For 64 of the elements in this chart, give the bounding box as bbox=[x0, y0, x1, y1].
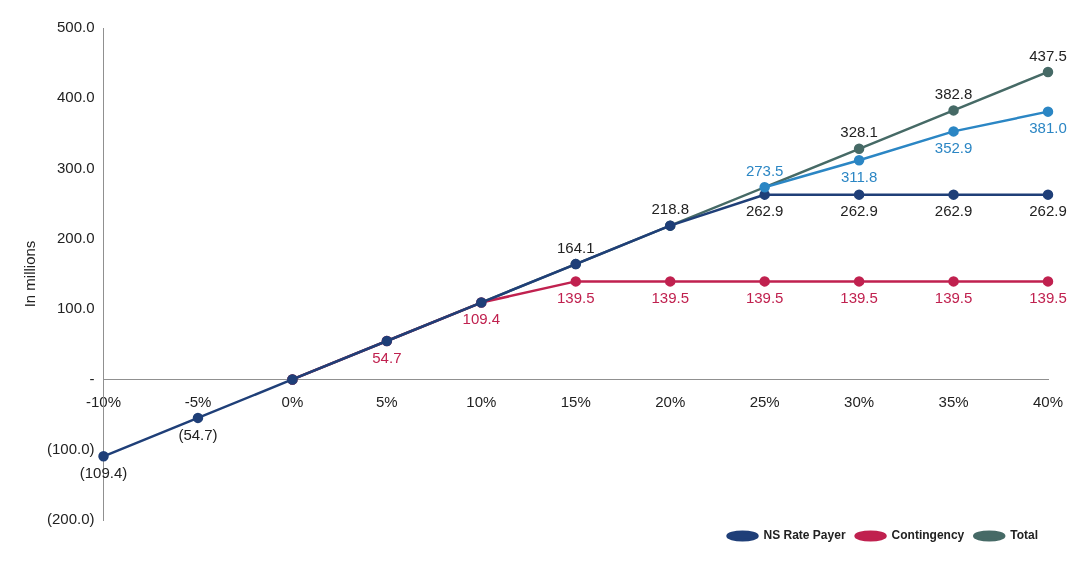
data-label: 381.0 bbox=[1029, 119, 1067, 137]
data-label: 139.5 bbox=[556, 289, 595, 307]
data-label: 139.5 bbox=[1029, 289, 1067, 307]
data-label: 262.9 bbox=[840, 202, 878, 220]
x-tick-label: 40% bbox=[1032, 392, 1064, 410]
data-label: (54.7) bbox=[178, 425, 218, 443]
point bbox=[853, 155, 865, 166]
data-label: 139.5 bbox=[745, 289, 784, 307]
point bbox=[759, 276, 770, 287]
point bbox=[1042, 66, 1054, 78]
data-label: 139.5 bbox=[840, 289, 878, 307]
data-label: 164.1 bbox=[556, 238, 595, 256]
data-label: 218.8 bbox=[651, 200, 689, 218]
data-label: 54.7 bbox=[372, 348, 402, 366]
data-label: 311.8 bbox=[840, 167, 878, 185]
point bbox=[948, 105, 959, 116]
data-label: 262.9 bbox=[934, 202, 973, 220]
point bbox=[853, 276, 865, 287]
data-label: 352.9 bbox=[934, 139, 973, 157]
legend-label: Total bbox=[1010, 528, 1039, 543]
x-tick-label: 10% bbox=[466, 392, 497, 410]
x-tick-label: 5% bbox=[376, 392, 398, 410]
point bbox=[1042, 276, 1054, 287]
point bbox=[948, 126, 959, 137]
x-tick-label: -5% bbox=[184, 392, 212, 410]
x-tick-label: -10% bbox=[86, 392, 122, 410]
data-label: 273.5 bbox=[745, 161, 784, 179]
point bbox=[948, 276, 959, 287]
point bbox=[192, 412, 204, 424]
data-label: 262.9 bbox=[1029, 202, 1067, 220]
point bbox=[98, 451, 109, 462]
data-label: 139.5 bbox=[651, 289, 689, 307]
y-axis-title: In millions bbox=[21, 240, 39, 308]
y-tick-label: 500.0 bbox=[56, 18, 95, 36]
point bbox=[664, 276, 676, 287]
y-tick-label: 400.0 bbox=[56, 88, 95, 106]
legend-label: Contingency bbox=[891, 528, 965, 543]
data-label: 382.8 bbox=[934, 85, 973, 103]
point bbox=[570, 276, 582, 287]
y-tick-label: 200.0 bbox=[56, 229, 95, 246]
y-tick-label: 300.0 bbox=[56, 158, 95, 176]
x-tick-label: 25% bbox=[749, 392, 780, 410]
point bbox=[853, 143, 865, 155]
data-label: 262.9 bbox=[745, 202, 784, 220]
x-tick-label: 0% bbox=[281, 392, 304, 410]
y-tick-label: (200.0) bbox=[47, 510, 95, 528]
data-label: 109.4 bbox=[462, 310, 501, 328]
point bbox=[853, 189, 865, 200]
x-tick-label: 20% bbox=[655, 392, 686, 410]
legend-label: NS Rate Payer bbox=[763, 528, 846, 543]
point bbox=[1042, 106, 1054, 117]
data-label: 328.1 bbox=[840, 123, 878, 141]
point bbox=[759, 181, 770, 193]
data-label: 437.5 bbox=[1029, 46, 1067, 64]
y-tick-label: - bbox=[89, 369, 95, 387]
x-tick-label: 30% bbox=[844, 392, 875, 410]
data-label: 139.5 bbox=[934, 289, 973, 307]
point bbox=[1042, 189, 1054, 200]
data-label: (109.4) bbox=[79, 463, 128, 481]
x-tick-label: 15% bbox=[560, 392, 591, 410]
y-tick-label: (100.0) bbox=[47, 439, 95, 457]
y-tick-label: 100.0 bbox=[56, 299, 95, 317]
x-tick-label: 35% bbox=[938, 392, 969, 410]
point bbox=[948, 189, 959, 200]
